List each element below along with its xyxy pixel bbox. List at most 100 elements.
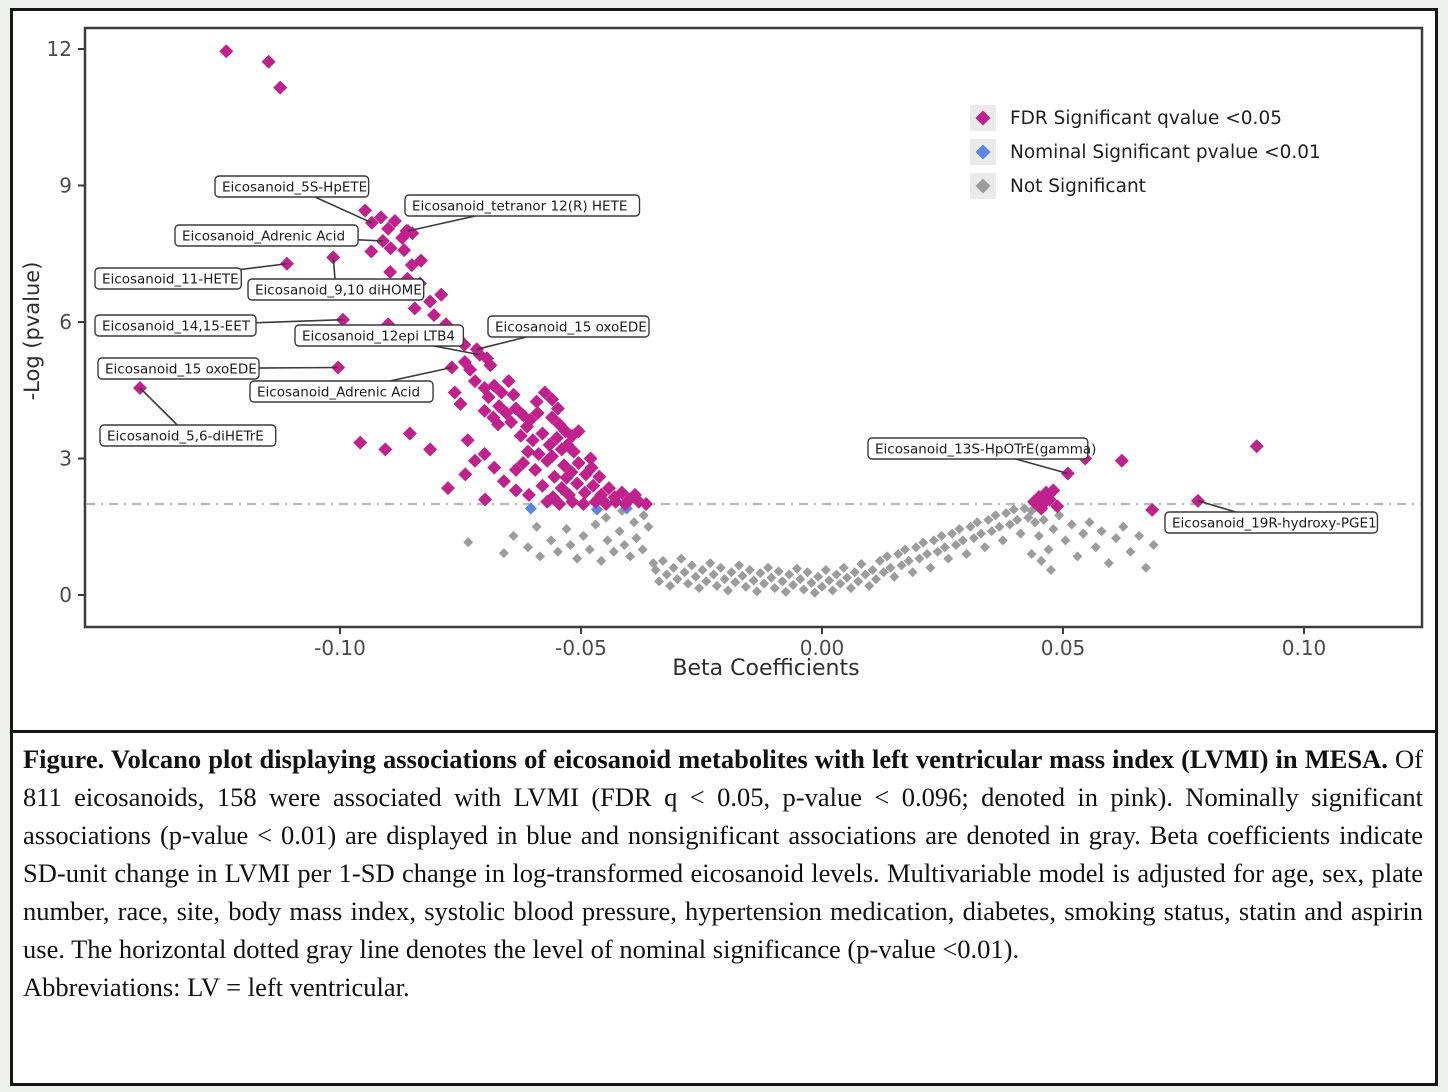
data-point: [842, 572, 853, 583]
data-point: [565, 494, 580, 509]
data-point: [925, 562, 936, 573]
point-label-text: Eicosanoid_Adrenic Acid: [182, 229, 345, 245]
data-point: [679, 567, 690, 578]
data-point: [806, 577, 817, 588]
data-point: [853, 576, 864, 587]
data-point: [547, 469, 562, 484]
data-point: [907, 567, 918, 578]
data-point: [486, 410, 501, 425]
data-point: [986, 526, 997, 537]
data-point: [520, 444, 535, 459]
point-label-text: Eicosanoid_5,6-diHETrE: [107, 429, 264, 445]
data-point: [423, 294, 438, 309]
y-tick-label: 6: [59, 310, 72, 334]
data-point: [545, 392, 560, 407]
data-point: [889, 571, 900, 582]
point-label-box: [867, 437, 1089, 460]
data-point: [524, 502, 537, 515]
data-point: [910, 542, 921, 553]
point-label-box: [94, 314, 257, 337]
data-point: [1249, 439, 1264, 454]
point-label-box: [487, 315, 650, 338]
data-point: [1103, 558, 1114, 569]
data-point: [1114, 453, 1129, 468]
data-point: [387, 213, 402, 228]
data-point: [508, 483, 523, 498]
data-point: [650, 564, 661, 575]
data-point: [813, 571, 824, 582]
data-point: [608, 546, 619, 557]
legend-label: Nominal Significant pvalue <0.01: [1010, 142, 1321, 163]
data-point: [467, 374, 482, 389]
point-label-text: Eicosanoid_19R-hydroxy-PGE1: [1172, 516, 1377, 532]
data-point: [672, 574, 683, 585]
data-point: [638, 510, 649, 521]
point-label-text: Eicosanoid_15 oxoEDE: [495, 320, 647, 336]
data-point: [402, 426, 417, 441]
data-point: [1111, 533, 1122, 544]
point-label-box: [404, 194, 641, 217]
data-point: [734, 560, 745, 571]
data-point: [1045, 564, 1056, 575]
data-point: [791, 563, 802, 574]
data-point: [559, 470, 574, 485]
data-point: [994, 521, 1005, 532]
data-point: [1038, 514, 1049, 525]
data-point: [708, 569, 719, 580]
point-label-box: [97, 357, 260, 380]
data-point: [619, 539, 630, 550]
data-point: [1050, 499, 1065, 514]
data-point: [614, 526, 625, 537]
data-point: [588, 494, 603, 509]
data-point: [601, 512, 612, 523]
data-point: [528, 462, 543, 477]
x-tick-label: 0.10: [1282, 636, 1327, 660]
data-point: [478, 492, 493, 507]
data-point: [870, 574, 881, 585]
scatter-points: [132, 44, 1264, 598]
data-point: [1008, 504, 1019, 515]
data-point: [608, 494, 623, 509]
caption-abbreviations: Abbreviations: LV = left ventricular.: [23, 972, 410, 1002]
data-point: [965, 521, 976, 532]
data-point: [530, 406, 545, 420]
point-label-text: Eicosanoid_14,15-EET: [102, 319, 251, 335]
data-point: [552, 497, 567, 511]
data-point: [882, 551, 893, 562]
data-point: [522, 542, 533, 553]
data-point: [990, 510, 1001, 521]
data-point: [802, 567, 813, 578]
data-point: [521, 487, 536, 502]
data-point: [460, 433, 475, 448]
data-point: [629, 517, 640, 528]
data-point: [618, 497, 633, 511]
data-point: [1012, 514, 1023, 525]
data-point: [697, 564, 708, 575]
data-point: [690, 571, 701, 582]
data-point: [499, 406, 514, 420]
data-point: [1140, 562, 1151, 573]
data-point: [668, 562, 679, 573]
y-tick-label: 3: [59, 447, 72, 471]
data-point: [599, 497, 614, 511]
point-label-box: [294, 324, 465, 347]
data-point: [766, 572, 777, 583]
data-point: [535, 478, 550, 493]
data-point: [516, 456, 531, 471]
point-label-text: Eicosanoid_13S-HpOTrE(gamma): [875, 442, 1096, 458]
data-point: [918, 537, 929, 548]
data-point: [939, 542, 950, 553]
data-point: [477, 446, 492, 461]
data-point: [501, 374, 516, 389]
data-point: [1048, 524, 1059, 535]
volcano-plot-svg: -0.10 -0.05 0.00 0.05 0.10 0 3 6 9 12 Eicosanoid_…: [20, 26, 1424, 681]
legend-marker-diamond: [975, 178, 991, 194]
data-point: [654, 576, 665, 587]
data-point: [972, 517, 983, 528]
data-point: [777, 576, 788, 587]
data-point: [1078, 528, 1089, 539]
data-point: [383, 264, 398, 279]
data-point: [423, 442, 438, 457]
data-point: [744, 564, 755, 575]
data-point: [820, 564, 831, 575]
